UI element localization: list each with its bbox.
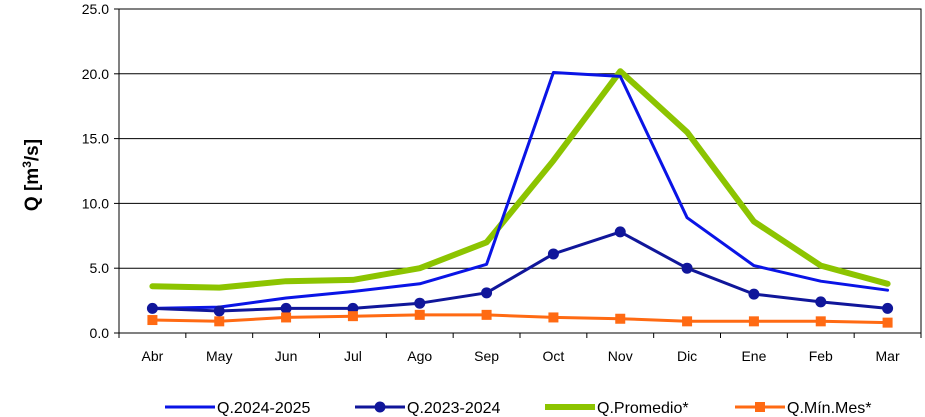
data-point: [147, 315, 158, 326]
legend-label: Q.2024-2025: [217, 400, 311, 417]
x-tick-label: Feb: [809, 348, 833, 364]
y-axis-label-main: Q [m: [22, 168, 43, 211]
x-tick-label: Dic: [677, 348, 697, 364]
data-point: [614, 226, 626, 238]
y-tick-label: 20.0: [82, 66, 109, 82]
data-point: [815, 316, 826, 327]
y-tick-label: 25.0: [82, 1, 109, 17]
grid-lines: [119, 73, 921, 269]
data-point: [615, 313, 626, 324]
legend-marker: [755, 402, 765, 412]
series-line: [149, 68, 891, 291]
data-point: [414, 297, 426, 309]
x-tick-label: Abr: [142, 348, 164, 364]
x-tick-label: Jul: [344, 348, 362, 364]
x-tick-label: Ene: [741, 348, 766, 364]
data-point: [146, 302, 158, 314]
y-axis-ticks: 0.0 5.0 10.0 15.0 20.0 25.0: [82, 1, 119, 341]
legend-marker: [374, 401, 386, 413]
legend-label: Q.2023-2024: [407, 400, 501, 417]
data-point: [214, 316, 225, 327]
legend-item: Q.Mín.Mes*: [735, 400, 871, 417]
series-Q.2023-2024: [146, 226, 894, 317]
x-tick-label: Oct: [543, 348, 565, 364]
data-point: [548, 312, 559, 323]
data-point: [213, 305, 225, 317]
data-point: [815, 296, 827, 308]
series-lines: [146, 68, 894, 328]
data-point: [748, 288, 760, 300]
data-point: [281, 312, 292, 323]
data-point: [481, 287, 493, 299]
data-point: [882, 317, 893, 328]
x-tick-label: May: [206, 348, 232, 364]
x-tick-label: Jun: [275, 348, 298, 364]
series-Q.Promedio*: [149, 68, 891, 291]
data-point: [547, 248, 559, 260]
legend-item: Q.2024-2025: [165, 400, 311, 417]
x-tick-label: Nov: [608, 348, 633, 364]
y-axis-label-superscript: 3: [20, 161, 34, 168]
series-line: [150, 313, 890, 325]
legend-label: Q.Promedio*: [597, 400, 689, 417]
x-tick-label: Ago: [407, 348, 432, 364]
data-point: [748, 316, 759, 327]
data-point: [280, 302, 292, 314]
legend: Q.2024-2025 Q.2023-2024 Q.Promedio* Q.Mín.M…: [165, 400, 871, 417]
data-point: [481, 309, 492, 320]
x-tick-label: Sep: [474, 348, 499, 364]
y-tick-label: 0.0: [90, 325, 110, 341]
series-Q.Mín.Mes*: [147, 309, 893, 328]
series-line: [150, 230, 890, 313]
data-point: [414, 309, 425, 320]
data-point: [882, 302, 894, 314]
legend-item: Q.Promedio*: [545, 400, 689, 417]
x-axis-ticks: Abr May Jun Jul Ago Sep Oct Nov Dic Ene Feb Mar: [118, 333, 922, 364]
data-point: [347, 311, 358, 322]
y-tick-label: 10.0: [82, 195, 109, 211]
y-tick-label: 5.0: [90, 260, 110, 276]
data-point: [681, 262, 693, 274]
data-point: [347, 302, 359, 314]
y-axis-label: Q [m3/s]: [20, 139, 43, 211]
x-tick-label: Mar: [876, 348, 900, 364]
data-point: [682, 316, 693, 327]
y-tick-label: 15.0: [82, 131, 109, 147]
legend-item: Q.2023-2024: [355, 400, 501, 417]
y-axis-label-tail: /s]: [22, 139, 43, 161]
series-line: [150, 71, 890, 310]
legend-label: Q.Mín.Mes*: [787, 400, 871, 417]
